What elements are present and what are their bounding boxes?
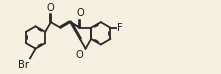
Text: F: F: [117, 23, 122, 33]
Text: O: O: [47, 3, 55, 13]
Text: O: O: [75, 50, 83, 60]
Text: O: O: [76, 8, 84, 18]
Text: Br: Br: [18, 59, 29, 69]
